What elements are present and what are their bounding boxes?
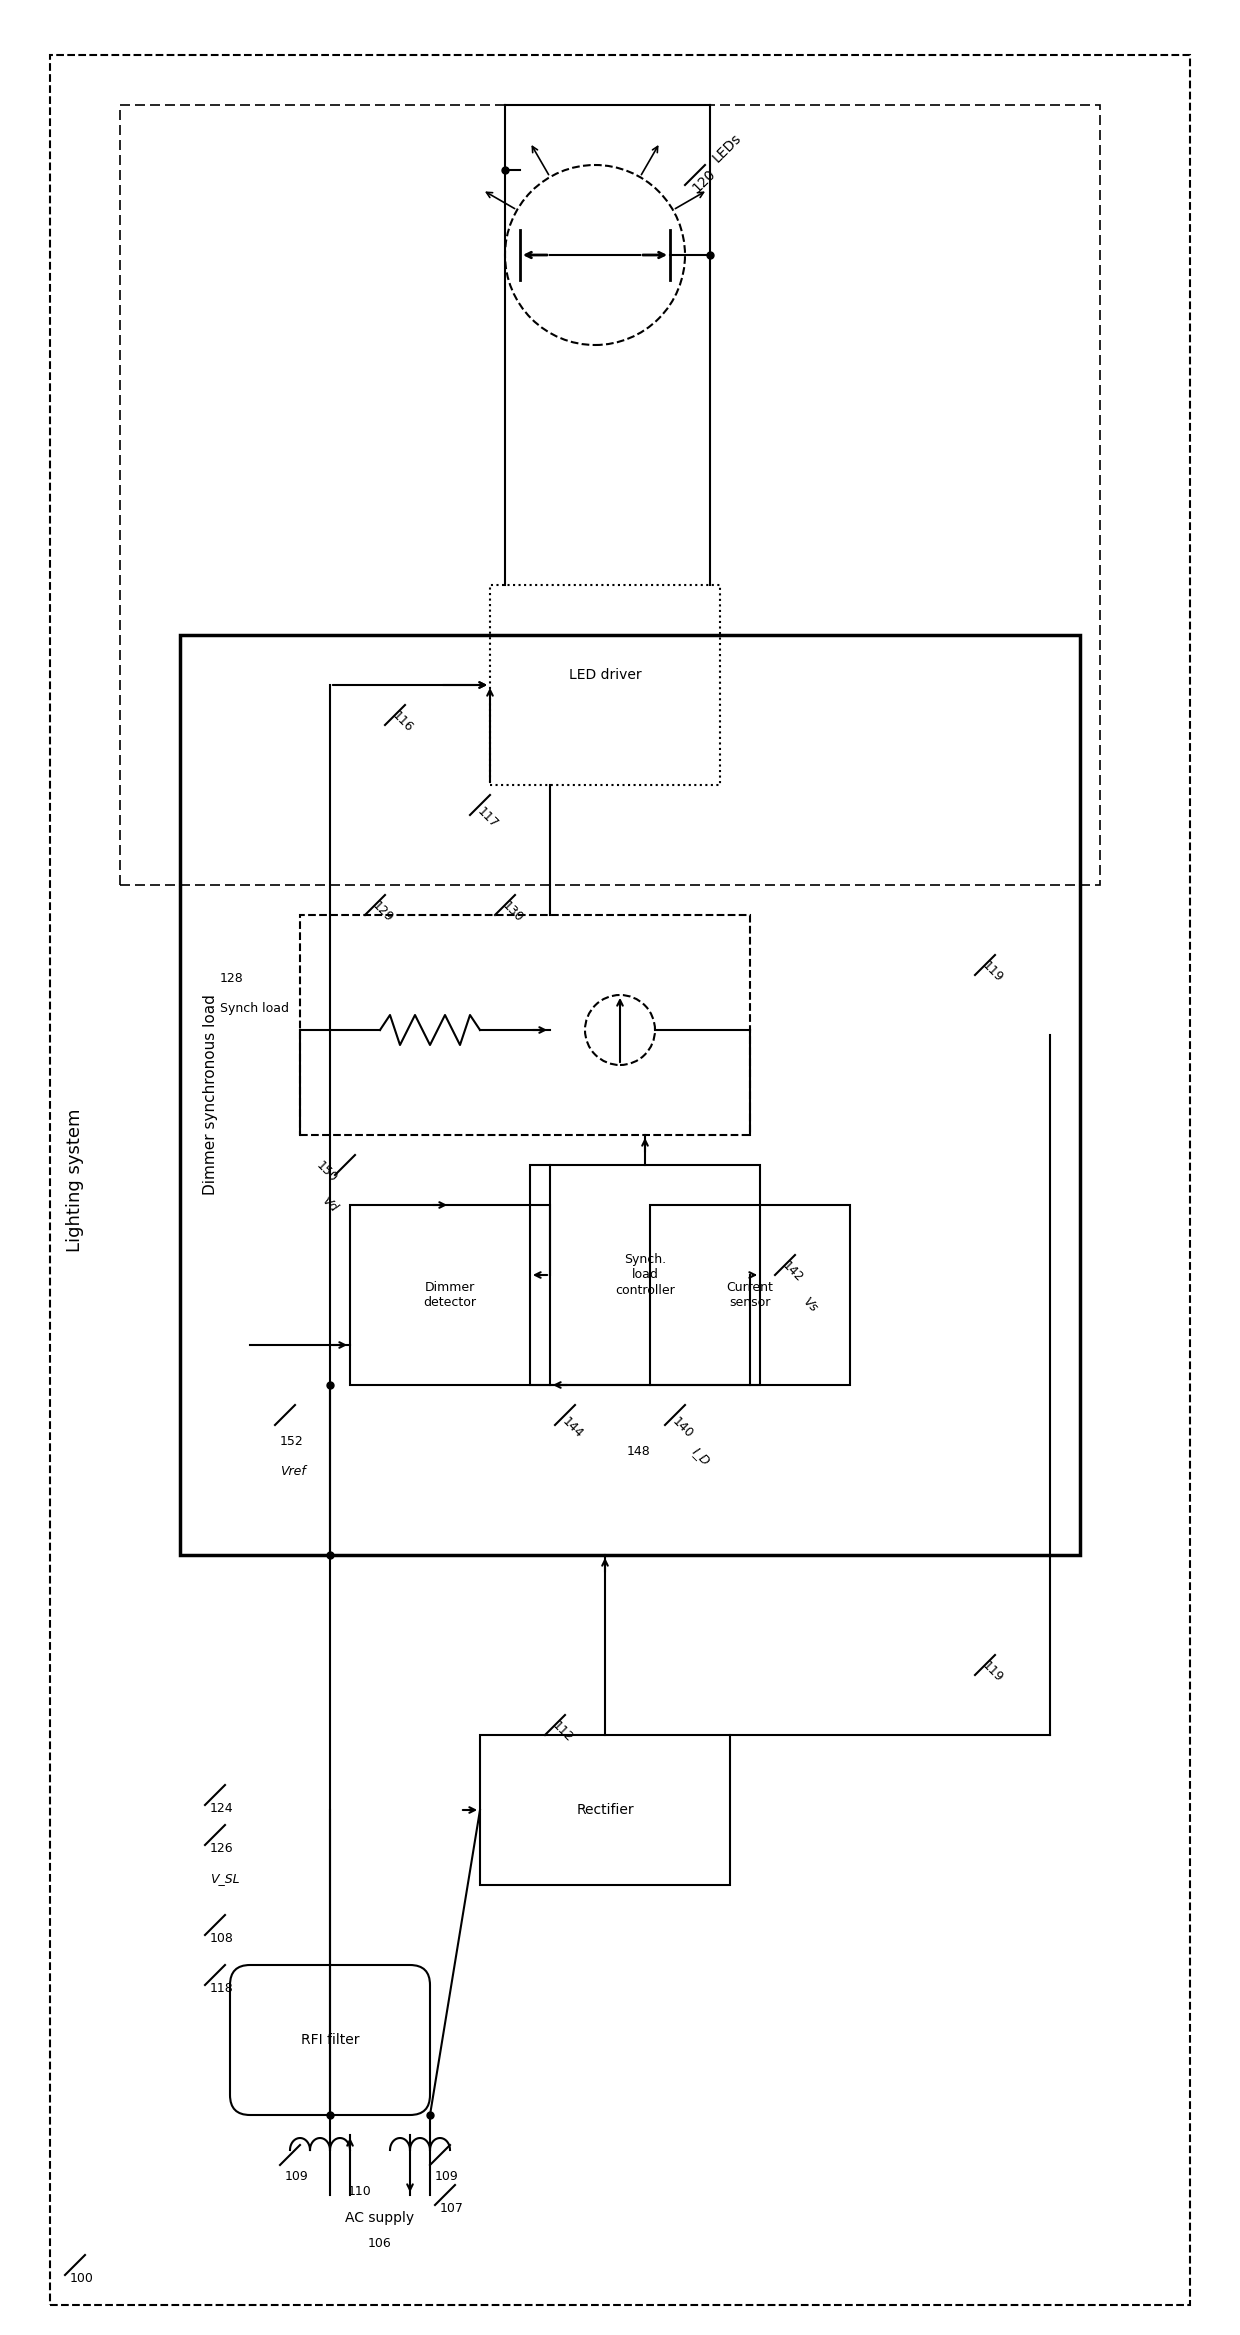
- Text: 109: 109: [435, 2169, 459, 2183]
- Text: 142: 142: [780, 1259, 806, 1284]
- Text: 152: 152: [280, 1436, 304, 1448]
- Bar: [300, 915, 750, 1135]
- Text: 100: 100: [69, 2272, 94, 2286]
- Text: LEDs: LEDs: [711, 131, 744, 166]
- Text: 148: 148: [626, 1445, 650, 1457]
- Text: 108: 108: [210, 1931, 234, 1945]
- Bar: [480, 1735, 730, 1884]
- Text: I_D: I_D: [689, 1445, 713, 1469]
- Text: Rectifier: Rectifier: [577, 1803, 634, 1817]
- Text: 112: 112: [551, 1719, 575, 1744]
- Text: 116: 116: [391, 710, 415, 736]
- Text: 120: 120: [689, 166, 718, 196]
- Text: Current
sensor: Current sensor: [727, 1282, 774, 1310]
- Text: Vd: Vd: [319, 1193, 340, 1214]
- Text: 119: 119: [980, 1660, 1006, 1686]
- Bar: [529, 1165, 760, 1385]
- Text: 126: 126: [210, 1842, 233, 1854]
- Text: Synch load: Synch load: [219, 1002, 289, 1016]
- Text: Vs: Vs: [800, 1296, 820, 1315]
- Text: Lighting system: Lighting system: [66, 1109, 84, 1252]
- Text: 110: 110: [348, 2186, 372, 2197]
- Text: 140: 140: [670, 1415, 696, 1441]
- Text: 124: 124: [210, 1803, 233, 1814]
- Bar: [650, 1205, 849, 1385]
- Text: V_SL: V_SL: [210, 1873, 239, 1884]
- Text: 109: 109: [285, 2169, 309, 2183]
- Text: 106: 106: [368, 2237, 392, 2251]
- Text: 118: 118: [210, 1982, 234, 1994]
- Text: Synch.
load
controller: Synch. load controller: [615, 1254, 675, 1296]
- Text: 129: 129: [370, 899, 396, 925]
- Bar: [490, 586, 720, 785]
- Text: Dimmer synchronous load: Dimmer synchronous load: [202, 995, 217, 1196]
- Bar: [350, 1205, 551, 1385]
- Text: 150: 150: [314, 1158, 340, 1184]
- Text: 107: 107: [440, 2202, 464, 2216]
- Bar: [120, 105, 1100, 885]
- Text: AC supply: AC supply: [346, 2211, 414, 2225]
- Text: Vref: Vref: [280, 1464, 306, 1478]
- Text: 119: 119: [980, 960, 1006, 985]
- Bar: [180, 635, 1080, 1555]
- Text: 128: 128: [219, 971, 244, 985]
- Text: 117: 117: [475, 806, 501, 831]
- Text: 144: 144: [560, 1415, 585, 1441]
- Text: RFI filter: RFI filter: [301, 2034, 360, 2048]
- Text: 130: 130: [500, 899, 526, 925]
- Text: Dimmer
detector: Dimmer detector: [424, 1282, 476, 1310]
- Text: LED driver: LED driver: [569, 668, 641, 682]
